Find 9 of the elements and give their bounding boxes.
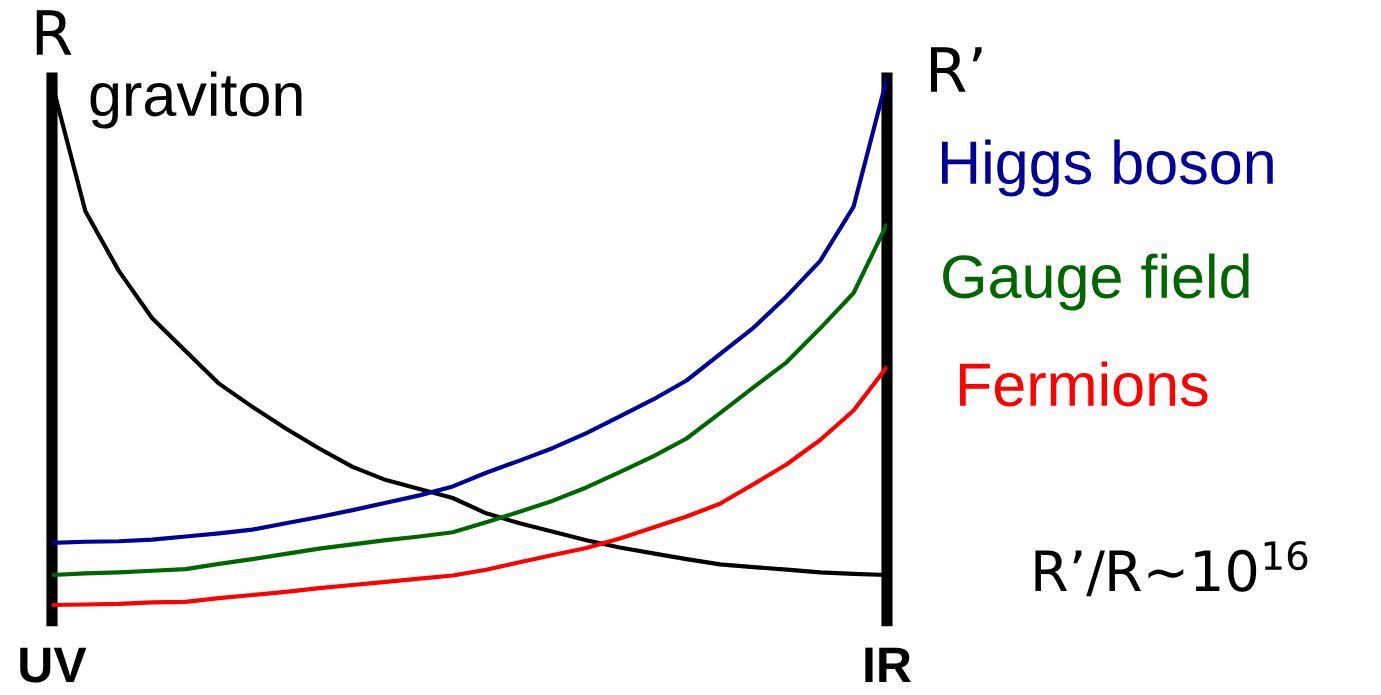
x-tick-label: IR — [865, 647, 911, 683]
text: R’/R∼10$^{16}$ — [1035, 540, 1308, 597]
series-label: Higgs boson — [942, 139, 1273, 197]
text: R — [36, 10, 72, 55]
series-label: graviton — [90, 71, 302, 129]
x-tick-label: UV — [20, 647, 87, 683]
series-label: Fermions — [960, 361, 1208, 407]
series-label: Gauge field — [943, 253, 1249, 311]
text: R’ — [931, 47, 982, 92]
